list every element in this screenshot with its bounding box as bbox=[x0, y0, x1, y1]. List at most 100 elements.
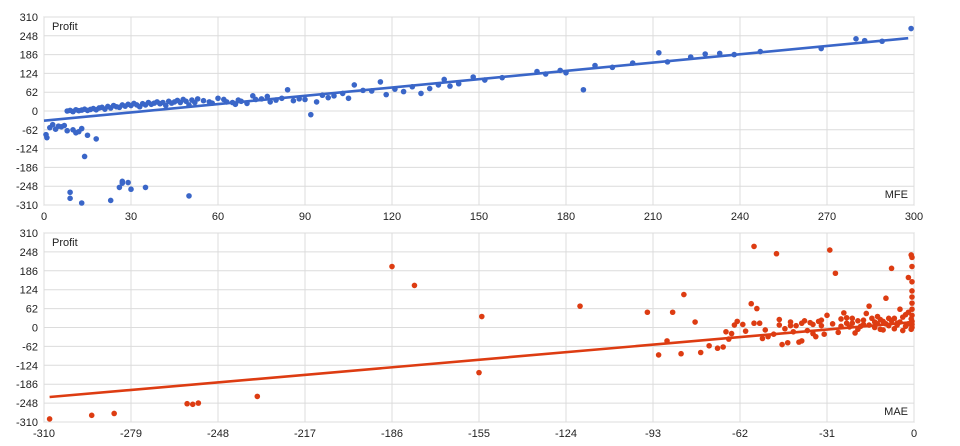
data-point bbox=[656, 49, 662, 56]
data-point bbox=[860, 317, 867, 323]
data-point bbox=[389, 263, 395, 270]
data-point bbox=[681, 291, 687, 298]
data-point bbox=[863, 310, 870, 317]
data-point bbox=[821, 331, 827, 338]
data-point bbox=[880, 327, 886, 333]
data-point bbox=[908, 25, 914, 32]
data-point bbox=[706, 342, 712, 349]
data-point bbox=[84, 132, 91, 139]
data-point bbox=[849, 315, 856, 322]
data-point bbox=[254, 393, 261, 400]
data-point bbox=[798, 320, 805, 327]
data-point bbox=[479, 313, 485, 320]
data-point bbox=[313, 99, 320, 105]
data-point bbox=[751, 320, 757, 327]
data-point bbox=[897, 306, 903, 313]
data-point bbox=[827, 247, 833, 253]
data-point bbox=[720, 344, 726, 350]
data-point bbox=[899, 327, 906, 334]
y-tick-label: -124 bbox=[16, 144, 38, 156]
data-point bbox=[655, 352, 662, 358]
data-point bbox=[874, 313, 881, 320]
data-point bbox=[692, 319, 698, 325]
data-point bbox=[824, 312, 830, 319]
trend-line bbox=[49, 320, 915, 399]
x-tick-label: -186 bbox=[381, 428, 403, 440]
data-point bbox=[779, 341, 785, 348]
data-point bbox=[843, 314, 850, 321]
data-point bbox=[81, 153, 88, 160]
data-point bbox=[762, 327, 769, 333]
data-point bbox=[909, 300, 915, 306]
data-point bbox=[756, 320, 763, 327]
data-point bbox=[810, 321, 816, 328]
data-point bbox=[841, 310, 847, 316]
data-point bbox=[669, 309, 676, 316]
data-point bbox=[899, 314, 906, 320]
data-point bbox=[88, 412, 95, 419]
data-point bbox=[714, 345, 721, 352]
y-tick-label: -248 bbox=[16, 181, 38, 193]
data-point bbox=[909, 263, 915, 270]
data-point bbox=[184, 400, 190, 407]
x-tick-label: 300 bbox=[905, 211, 923, 223]
y-tick-label: -310 bbox=[16, 417, 38, 429]
data-point bbox=[49, 121, 56, 128]
data-point bbox=[119, 180, 126, 186]
data-point bbox=[111, 410, 117, 417]
x-tick-label: -279 bbox=[120, 428, 142, 440]
y-tick-label: 124 bbox=[20, 285, 38, 297]
x-tick-label: 60 bbox=[212, 211, 224, 223]
data-point bbox=[776, 316, 783, 323]
data-point bbox=[64, 127, 70, 134]
data-point bbox=[866, 303, 872, 309]
data-point bbox=[909, 278, 915, 285]
data-point bbox=[426, 85, 433, 92]
data-point bbox=[383, 91, 390, 98]
x-tick-label: -217 bbox=[294, 428, 316, 440]
data-point bbox=[163, 102, 169, 109]
y-axis-label: Profit bbox=[52, 237, 78, 249]
x-tick-label: 240 bbox=[731, 211, 749, 223]
data-point bbox=[888, 265, 895, 272]
x-tick-label: -93 bbox=[645, 428, 661, 440]
y-tick-label: -62 bbox=[22, 125, 38, 137]
data-point bbox=[902, 323, 909, 330]
y-tick-label: -62 bbox=[22, 341, 38, 353]
y-tick-label: 310 bbox=[20, 228, 38, 240]
data-point bbox=[728, 330, 735, 337]
data-point bbox=[871, 319, 878, 325]
x-tick-label: -248 bbox=[207, 428, 229, 440]
data-point bbox=[377, 79, 384, 85]
data-point bbox=[782, 325, 788, 332]
data-point bbox=[93, 136, 99, 142]
y-tick-label: 124 bbox=[20, 68, 38, 80]
x-tick-label: -310 bbox=[33, 428, 55, 440]
y-tick-label: 310 bbox=[20, 12, 38, 24]
x-tick-label: 180 bbox=[557, 211, 575, 223]
data-point bbox=[784, 339, 791, 346]
data-point bbox=[125, 179, 131, 186]
y-axis-label: Profit bbox=[52, 21, 78, 33]
data-point bbox=[891, 325, 898, 332]
data-point bbox=[849, 320, 856, 327]
x-tick-label: -31 bbox=[819, 428, 835, 440]
data-point bbox=[46, 416, 53, 422]
data-point bbox=[748, 300, 755, 307]
data-point bbox=[909, 254, 915, 261]
data-point bbox=[734, 318, 740, 325]
y-tick-label: -186 bbox=[16, 379, 38, 391]
data-point bbox=[793, 322, 799, 329]
data-point bbox=[751, 243, 757, 250]
y-tick-label: -310 bbox=[16, 200, 38, 212]
data-point bbox=[787, 322, 794, 329]
data-point bbox=[678, 350, 684, 357]
data-point bbox=[883, 295, 889, 302]
data-point bbox=[702, 51, 708, 57]
x-tick-label: -155 bbox=[468, 428, 490, 440]
data-point bbox=[853, 36, 859, 42]
data-point bbox=[78, 200, 85, 206]
data-point bbox=[447, 83, 453, 89]
y-tick-label: 248 bbox=[20, 247, 38, 259]
